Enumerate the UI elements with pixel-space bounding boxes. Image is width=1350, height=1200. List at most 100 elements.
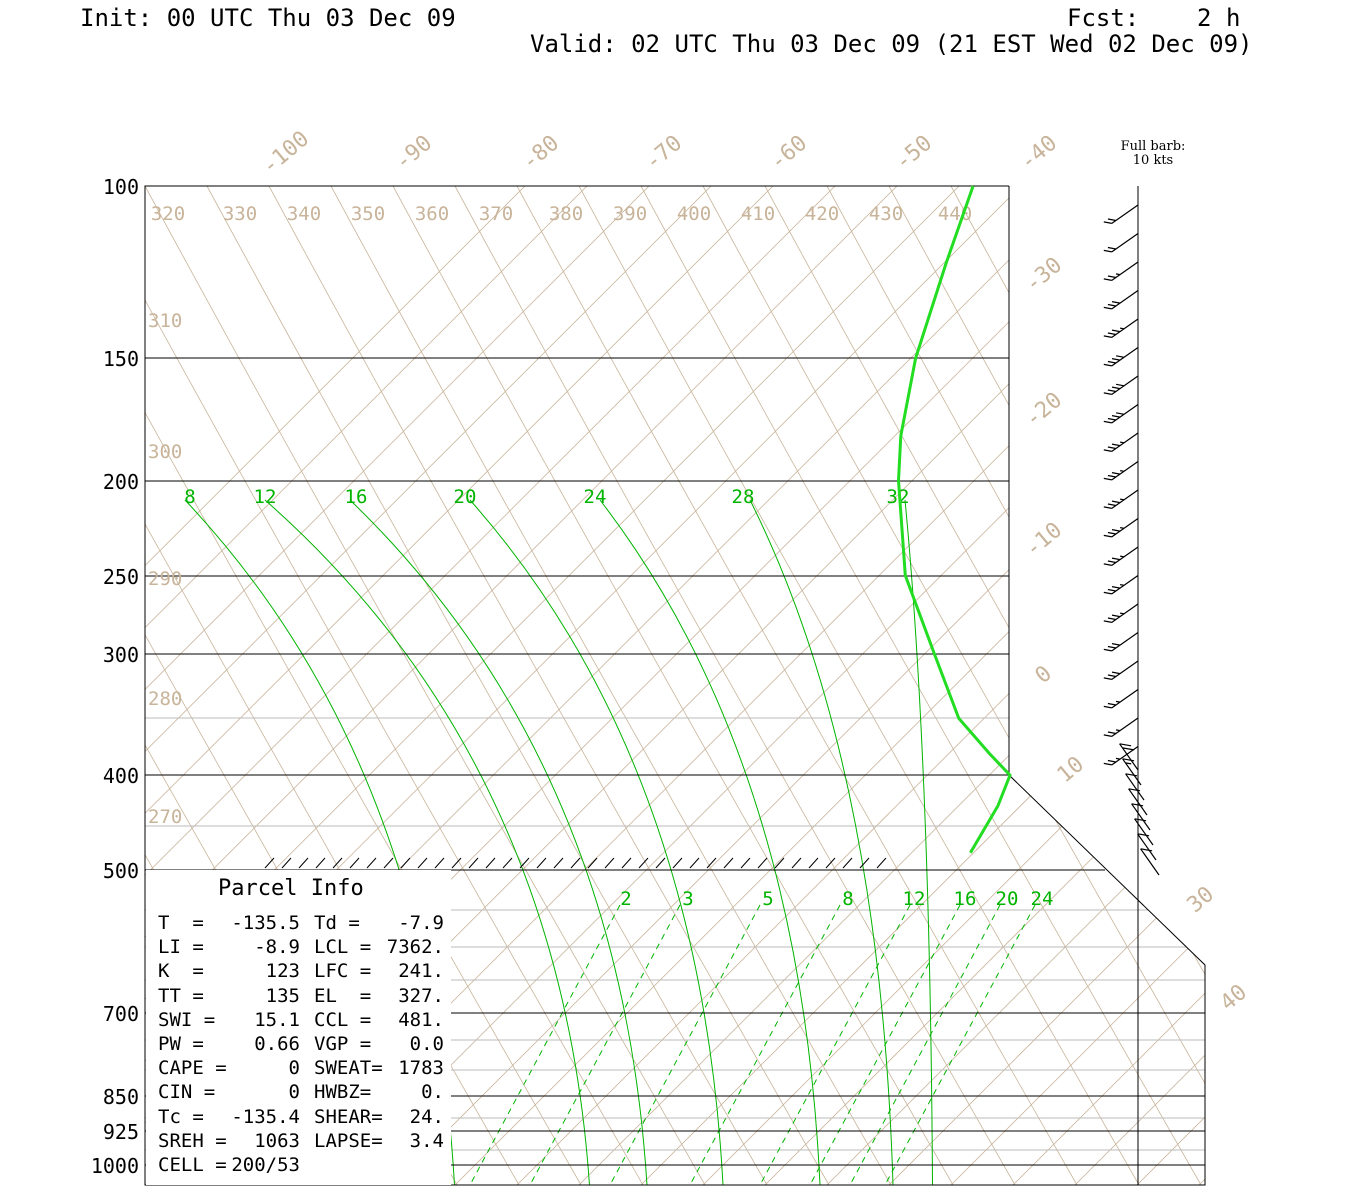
parcel-param-label: EL =	[314, 984, 372, 1007]
wind-barb	[1103, 432, 1139, 452]
theta-label: 330	[223, 203, 257, 225]
mixing-ratio-line	[809, 904, 961, 1185]
temperature-label: -50	[891, 131, 938, 176]
isotherm-line	[145, 186, 898, 1185]
theta-label: 390	[613, 203, 647, 225]
parcel-param-label: TT =	[158, 984, 204, 1007]
parcel-param-label: SWEAT=	[314, 1057, 383, 1080]
parcel-row: CIN = 0 HWBZ= 0.	[158, 1081, 444, 1103]
wind-barb	[1103, 746, 1139, 766]
moist-adiabat-line	[599, 499, 821, 1185]
wind-barb	[1103, 290, 1139, 310]
hatch-mark	[570, 857, 581, 869]
dry-adiabat-line	[145, 186, 582, 1185]
mixing-ratio-line	[689, 904, 841, 1185]
parcel-param-value: 0	[288, 1057, 300, 1080]
wind-barb	[1137, 833, 1157, 861]
temperature-label: -70	[641, 131, 688, 176]
mixing-ratio-label: 12	[903, 888, 926, 910]
wind-barb	[1103, 233, 1139, 253]
dry-adiabat-line	[1261, 186, 1350, 1185]
dry-adiabat-line	[330, 186, 892, 1185]
mixing-ratio-line	[469, 904, 621, 1185]
pressure-tick-label: 150	[103, 347, 139, 371]
parcel-row: SREH = 1063 LAPSE= 3.4	[158, 1130, 444, 1152]
dry-adiabat-line	[145, 186, 706, 1185]
isotherm-line	[145, 186, 526, 1185]
wind-barb	[1103, 717, 1139, 737]
mixing-ratio-label: 16	[954, 888, 977, 910]
parcel-param-value: -8.9	[254, 936, 300, 959]
theta-label: 370	[479, 203, 513, 225]
wind-barb	[1134, 818, 1154, 846]
valid-time-label: Valid: 02 UTC Thu 03 Dec 09 (21 EST Wed …	[530, 30, 1253, 58]
parcel-param-label: LAPSE=	[314, 1129, 383, 1152]
temperature-label: -90	[391, 131, 438, 176]
parcel-info-title: Parcel Info	[218, 876, 364, 901]
wind-barb	[1103, 603, 1139, 623]
moist-adiabat-label: 12	[254, 486, 277, 508]
dry-adiabat-line	[640, 186, 1202, 1185]
moist-adiabat-line	[469, 499, 724, 1185]
parcel-param-label: CAPE =	[158, 1057, 227, 1080]
parcel-param-label: CCL =	[314, 1008, 372, 1031]
isotherm-line	[145, 186, 588, 1185]
wind-barb	[1103, 461, 1139, 481]
temperature-profile	[896, 185, 1012, 854]
mixing-ratio-label: 2	[620, 888, 631, 910]
wind-barb	[1103, 518, 1139, 538]
moist-adiabat-label: 8	[184, 486, 195, 508]
wind-barb	[1119, 743, 1139, 771]
wind-barb	[1128, 788, 1148, 816]
isotherm-line	[1012, 186, 1205, 1185]
parcel-param-label: Td =	[314, 912, 360, 934]
parcel-param-value: 1783	[398, 1057, 444, 1080]
hatch-mark	[315, 857, 326, 869]
parcel-param-value: 3.4	[409, 1129, 444, 1152]
wind-barb	[1131, 803, 1151, 831]
parcel-param-label: Tc =	[158, 1105, 204, 1128]
temperature-label: -80	[518, 131, 565, 176]
theta-label: 400	[677, 203, 711, 225]
theta-label: 310	[148, 310, 182, 332]
dry-adiabat-line	[1323, 186, 1350, 1185]
dry-adiabat-line	[206, 186, 768, 1185]
theta-label: 340	[287, 203, 321, 225]
parcel-param-label: HWBZ=	[314, 1081, 372, 1104]
hatch-mark	[655, 857, 666, 869]
parcel-param-label: SREH =	[158, 1129, 227, 1152]
isotherm-line	[1323, 186, 1350, 1185]
hatch-mark	[417, 857, 428, 869]
theta-label: 320	[151, 203, 185, 225]
pressure-tick-label: 500	[103, 859, 139, 883]
theta-label: 350	[351, 203, 385, 225]
parcel-param-label: SHEAR=	[314, 1105, 383, 1128]
parcel-param-label: PW =	[158, 1033, 204, 1055]
parcel-param-value: 200/53	[231, 1154, 300, 1176]
pressure-tick-label: 400	[103, 764, 139, 788]
wind-barb	[1125, 773, 1145, 801]
moist-adiabat-label: 24	[584, 486, 607, 508]
hatch-mark	[485, 857, 496, 869]
isotherm-line	[392, 186, 1205, 1185]
wind-barb	[1140, 848, 1160, 876]
dry-adiabat-line	[764, 186, 1205, 1185]
isotherm-line	[578, 186, 1205, 1185]
hatch-mark	[791, 857, 802, 869]
isotherm-line	[145, 186, 960, 1185]
parcel-param-value: 241.	[398, 960, 444, 983]
hatch-mark	[400, 857, 411, 869]
parcel-row: LI = -8.9 LCL = 7362.	[158, 936, 444, 958]
moist-adiabat-label: 28	[732, 486, 755, 508]
dry-adiabat-line	[1074, 186, 1205, 1185]
hatch-mark	[587, 857, 598, 869]
isotherm-line	[1074, 186, 1205, 1185]
wind-barb	[1103, 575, 1139, 595]
hatch-mark	[281, 857, 292, 869]
isotherm-line	[764, 186, 1205, 1185]
hatch-mark	[774, 857, 785, 869]
parcel-param-label: LCL =	[314, 936, 372, 959]
pressure-tick-label: 100	[103, 175, 139, 199]
theta-label: 290	[148, 568, 182, 590]
parcel-param-label: SWI =	[158, 1008, 216, 1031]
